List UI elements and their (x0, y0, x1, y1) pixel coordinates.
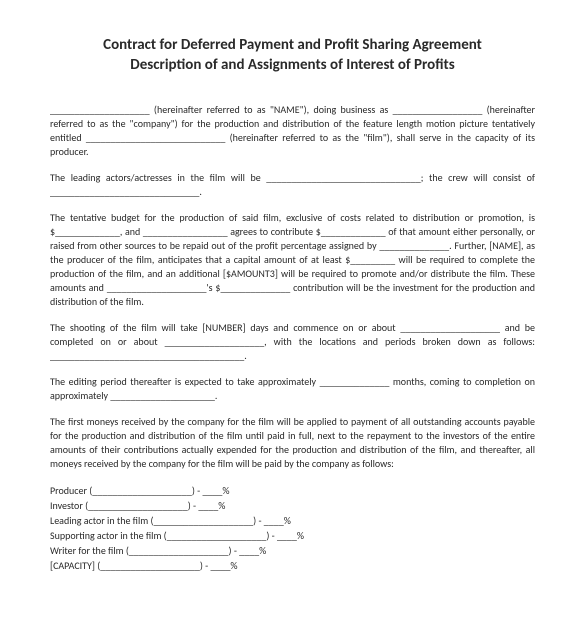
paragraph-1: ____________________ (hereinafter referr… (50, 103, 535, 159)
role-writer: Writer for the film (___________________… (50, 543, 535, 558)
role-leading-actor: Leading actor in the film (_____________… (50, 513, 535, 528)
role-supporting-actor: Supporting actor in the film (__________… (50, 528, 535, 543)
roles-list: Producer (____________________) - ____% … (50, 483, 535, 573)
role-investor: Investor (____________________) - ____% (50, 498, 535, 513)
paragraph-6: The first moneys received by the company… (50, 415, 535, 471)
paragraph-4: The shooting of the film will take [NUMB… (50, 321, 535, 363)
document-title: Contract for Deferred Payment and Profit… (50, 36, 535, 75)
role-producer: Producer (____________________) - ____% (50, 483, 535, 498)
paragraph-3: The tentative budget for the production … (50, 211, 535, 309)
role-capacity: [CAPACITY] (____________________) - ____… (50, 558, 535, 573)
paragraph-2: The leading actors/actresses in the film… (50, 171, 535, 199)
title-line-1: Contract for Deferred Payment and Profit… (50, 36, 535, 56)
title-line-2: Description of and Assignments of Intere… (50, 56, 535, 76)
paragraph-5: The editing period thereafter is expecte… (50, 375, 535, 403)
